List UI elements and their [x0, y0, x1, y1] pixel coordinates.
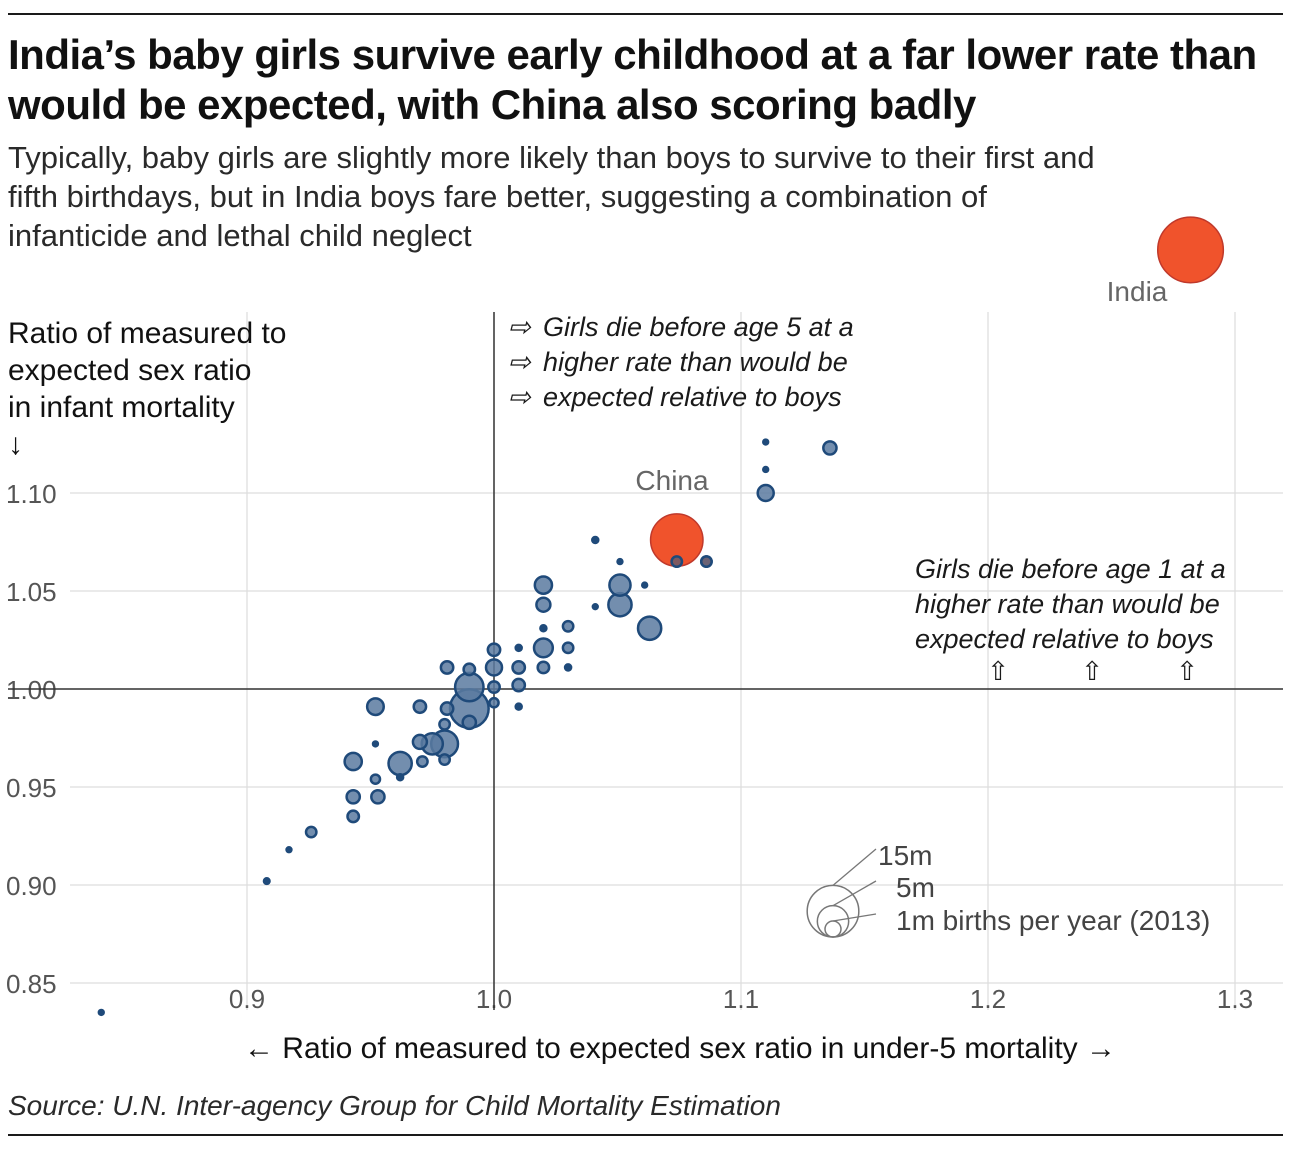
country-bubble	[532, 637, 555, 659]
country-bubble	[514, 643, 523, 653]
country-bubble	[343, 751, 364, 772]
country-bubble	[514, 702, 523, 711]
country-bubble	[304, 825, 318, 839]
country-bubble	[369, 773, 382, 785]
top-rule	[8, 13, 1283, 15]
x-tick-label: 1.1	[723, 984, 759, 1014]
country-bubble	[762, 465, 770, 474]
country-bubble	[486, 642, 502, 658]
country-bubble	[539, 623, 548, 633]
country-bubble	[346, 809, 361, 824]
annotation-top-line: expected relative to boys	[543, 382, 842, 412]
country-bubble	[616, 557, 624, 566]
chart-title: India’s baby girls survive early childho…	[8, 31, 1257, 128]
country-bubble	[533, 575, 554, 595]
annotation-up-arrow-icon: ⇧	[1081, 657, 1103, 687]
country-bubble	[636, 615, 663, 642]
country-bubble	[536, 660, 551, 675]
scatter-chart: 0.9 1.0 1.1 1.2 1.31.101.051.000.950.900.85R…	[6, 216, 1283, 1065]
country-bubble	[487, 680, 501, 695]
legend-circle	[824, 920, 842, 938]
y-axis-label-line: expected sex ratio	[8, 354, 251, 387]
country-bubble	[387, 750, 413, 777]
country-bubble	[511, 660, 527, 675]
country-bubble	[439, 660, 455, 675]
country-bubble	[591, 602, 599, 611]
country-bubble	[262, 877, 271, 886]
country-bubble	[97, 1008, 105, 1017]
country-bubble	[415, 755, 429, 768]
country-bubble	[438, 753, 452, 767]
country-bubble	[484, 658, 504, 677]
y-axis-label-line: ↓	[8, 428, 23, 461]
country-bubble	[439, 701, 455, 717]
y-axis-label-line: in infant mortality	[8, 391, 235, 424]
annotation-arrow-icon: ⇨	[508, 347, 532, 377]
highlight-label-china: China	[635, 465, 709, 496]
country-bubble	[563, 663, 573, 672]
source-note: Source: U.N. Inter-agency Group for Chil…	[8, 1090, 781, 1121]
country-bubble	[438, 717, 452, 731]
highlight-bubble-india	[1156, 216, 1225, 284]
y-tick-label: 1.10	[6, 479, 57, 509]
legend-label: 5m	[896, 872, 935, 903]
country-bubble	[365, 697, 385, 717]
x-axis-label: ← Ratio of measured to expected sex rati…	[244, 1032, 1116, 1065]
legend-label: 15m	[878, 840, 932, 871]
country-bubble	[561, 619, 575, 633]
country-bubble	[762, 438, 770, 446]
country-bubble	[640, 581, 649, 589]
country-bubble	[371, 740, 380, 748]
country-bubble	[756, 483, 775, 503]
country-bubble	[535, 596, 552, 613]
legend-leader-line	[832, 913, 877, 922]
chart-subtitle: Typically, baby girls are slightly more …	[8, 140, 1095, 253]
bottom-rule	[8, 1134, 1283, 1136]
country-bubble	[412, 699, 428, 715]
y-tick-label: 0.95	[6, 773, 57, 803]
annotation-right-line: Girls die before age 1 at a	[915, 554, 1226, 584]
annotation-arrow-icon: ⇨	[508, 382, 532, 412]
country-bubble	[670, 555, 684, 569]
country-bubble	[345, 788, 362, 805]
country-bubble	[411, 733, 429, 751]
highlight-label-india: India	[1107, 276, 1168, 307]
country-bubble	[591, 535, 600, 545]
country-bubble	[285, 846, 293, 854]
legend-circle	[806, 884, 860, 938]
country-bubble	[822, 440, 838, 456]
y-tick-label: 1.05	[6, 577, 57, 607]
country-bubble	[561, 641, 575, 655]
y-tick-label: 0.85	[6, 969, 57, 999]
y-axis-label-line: Ratio of measured to	[8, 317, 286, 350]
y-tick-label: 1.00	[6, 675, 57, 705]
x-tick-label: 1.2	[970, 984, 1006, 1014]
legend-leader-line	[832, 848, 877, 886]
country-bubble	[699, 555, 713, 569]
country-bubble	[608, 573, 632, 597]
country-bubble	[461, 714, 478, 731]
annotation-up-arrow-icon: ⇧	[1176, 657, 1198, 687]
country-bubble	[370, 788, 386, 805]
annotation-right-line: expected relative to boys	[915, 624, 1214, 654]
country-bubble	[453, 671, 485, 703]
country-bubble	[488, 696, 500, 709]
legend-leader-line	[832, 880, 877, 907]
annotation-top-line: Girls die before age 5 at a	[543, 312, 854, 342]
x-tick-label: 0.9	[229, 984, 265, 1014]
country-bubble	[511, 677, 527, 693]
annotation-up-arrow-icon: ⇧	[987, 657, 1009, 687]
y-tick-label: 0.90	[6, 871, 57, 901]
annotation-arrow-icon: ⇨	[508, 312, 532, 342]
country-bubble	[395, 772, 405, 782]
x-tick-label: 1.3	[1217, 984, 1253, 1014]
annotation-right-line: higher rate than would be	[915, 589, 1220, 619]
annotation-top-line: higher rate than would be	[543, 347, 848, 377]
legend-label: 1m births per year (2013)	[896, 905, 1210, 936]
country-bubble	[462, 662, 477, 677]
